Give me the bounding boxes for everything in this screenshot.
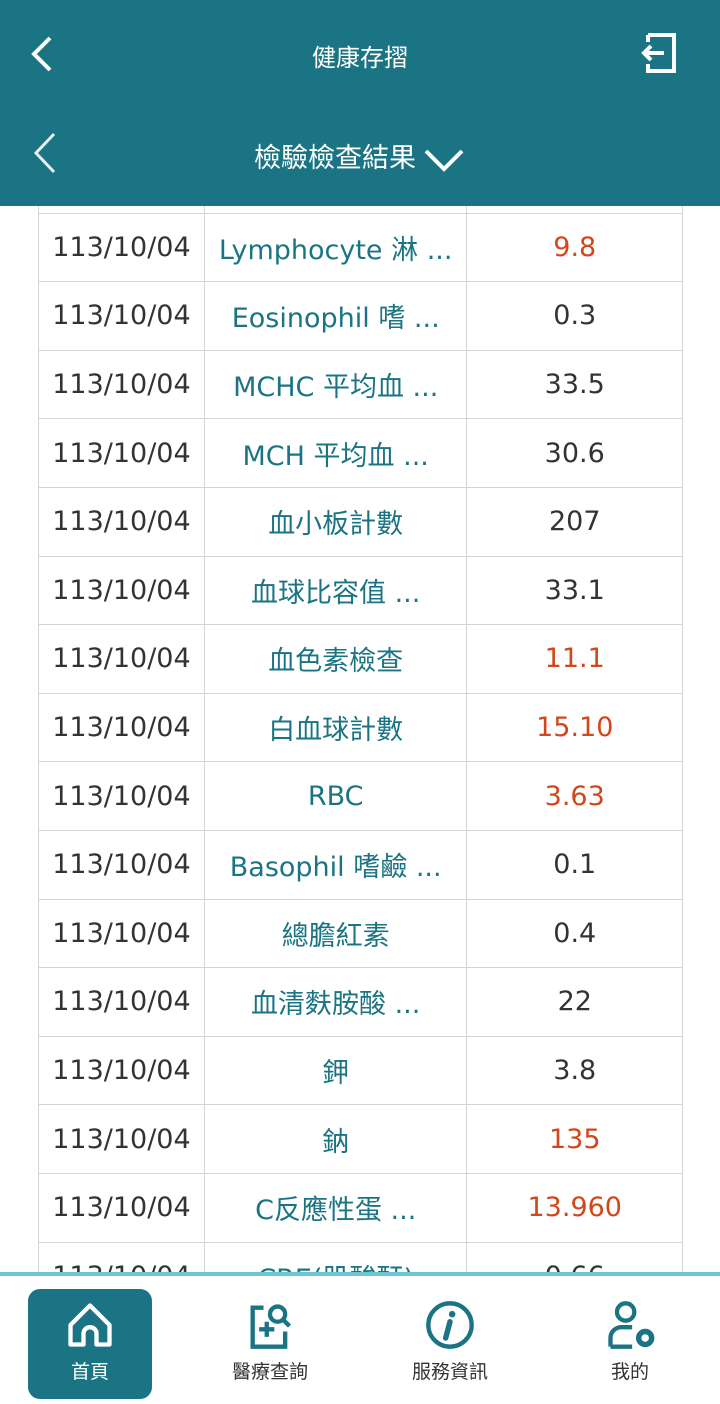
date-cell: 113/10/04 (38, 967, 205, 1037)
table-row[interactable]: 113/10/04 Basophil 嗜鹼 ... 0.1 (38, 829, 683, 900)
test-name-cell[interactable]: 總膽紅素 (203, 898, 468, 969)
date-cell: 113/10/04 (38, 349, 205, 420)
nav-item-0[interactable]: 首頁 (28, 1289, 152, 1399)
nav-item-3[interactable]: 我的 (568, 1289, 692, 1399)
date-cell: 113/10/04 (38, 1104, 205, 1174)
nav-label: 首頁 (70, 1361, 109, 1383)
table-row[interactable]: 113/10/04 Eosinophil 嗜 ... 0.3 (38, 281, 683, 351)
table-row[interactable]: 113/10/04 血色素檢查 11.1 (38, 624, 683, 694)
value-cell: 0.1 (466, 829, 683, 900)
info-icon (426, 1301, 474, 1349)
chevron-down-icon (424, 149, 464, 172)
value-cell: 3.8 (466, 1035, 683, 1106)
test-name-cell[interactable]: Lymphocyte 淋 ... (203, 212, 468, 283)
table-row[interactable]: 113/10/04CRE(肌酸酐)0.66 (38, 1241, 683, 1273)
date-cell: 113/10/04 (38, 1172, 205, 1243)
nav-label: 服務資訊 (411, 1361, 488, 1383)
table-row[interactable]: 113/10/04 MCH 平均血 ... 30.6 (38, 418, 683, 488)
date-cell: 113/10/04 (38, 829, 205, 900)
test-name-cell[interactable]: MCHC 平均血 ... (203, 349, 468, 420)
table-row[interactable]: 113/10/04 MCHC 平均血 ... 33.5 (38, 349, 683, 420)
value-cell: 0.4 (466, 898, 683, 969)
value-cell: 207 (466, 486, 683, 557)
date-cell: 113/10/04 (38, 206, 205, 214)
date-cell: 113/10/04 (38, 212, 205, 283)
test-name-cell[interactable]: Basophil 嗜鹼 ... (203, 829, 468, 900)
test-name-cell[interactable]: 白血球計數 (203, 692, 468, 763)
nav-item-2[interactable]: 服務資訊 (388, 1289, 512, 1399)
value-cell: 0.66 (466, 1241, 683, 1273)
back-button[interactable] (28, 34, 56, 78)
medical-search-icon (250, 1304, 292, 1349)
test-name-cell[interactable] (203, 206, 468, 214)
test-name-cell[interactable]: C反應性蛋 ... (203, 1172, 468, 1243)
test-name-cell[interactable]: 血清麩胺酸 ... (203, 967, 468, 1037)
table-row[interactable]: 113/10/04 (38, 206, 683, 214)
date-cell: 113/10/04 (38, 281, 205, 351)
date-cell: 113/10/04 (38, 692, 205, 763)
table-row[interactable]: 113/10/04 Lymphocyte 淋 ... 9.8 (38, 212, 683, 283)
value-cell: 11.1 (466, 624, 683, 694)
logout-button[interactable] (638, 32, 678, 78)
table-row[interactable]: 113/10/04 RBC 3.63 (38, 761, 683, 831)
table-row[interactable]: 113/10/04 鈉 135 (38, 1104, 683, 1174)
home-icon (68, 1303, 112, 1347)
test-name-cell[interactable]: MCH 平均血 ... (203, 418, 468, 488)
chevron-left-icon (31, 36, 52, 72)
date-cell: 113/10/04 (38, 898, 205, 969)
page-title: 健康存摺 (312, 44, 408, 72)
test-name-cell[interactable]: CRE(肌酸酐) (203, 1241, 468, 1273)
logout-icon (641, 33, 676, 73)
value-cell: 3.63 (466, 761, 683, 831)
value-cell: 15.10 (466, 692, 683, 763)
test-name-cell[interactable]: 鉀 (203, 1035, 468, 1106)
value-cell: 9.8 (466, 212, 683, 283)
table-row[interactable]: 113/10/04 鉀 3.8 (38, 1035, 683, 1106)
date-cell: 113/10/04 (38, 555, 205, 626)
nav-item-1[interactable]: 醫療查詢 (208, 1289, 332, 1399)
user-settings-icon (608, 1301, 655, 1349)
table-row[interactable]: 113/10/04 白血球計數 15.10 (38, 692, 683, 763)
date-cell: 113/10/04 (38, 486, 205, 557)
value-cell: 33.1 (466, 555, 683, 626)
table-row[interactable]: 113/10/04 血小板計數 207 (38, 486, 683, 557)
app-header: 健康存摺 檢驗檢查結果 (0, 0, 720, 206)
table-row[interactable]: 113/10/04 血清麩胺酸 ... 22 (38, 967, 683, 1037)
test-name-cell[interactable]: 血球比容值 ... (203, 555, 468, 626)
previous-section-button[interactable] (30, 130, 60, 180)
section-dropdown[interactable]: 檢驗檢查結果 (0, 136, 720, 175)
test-name-cell[interactable]: Eosinophil 嗜 ... (203, 281, 468, 351)
date-cell: 113/10/04 (38, 761, 205, 831)
nav-label: 醫療查詢 (231, 1361, 308, 1383)
table-row[interactable]: 113/10/04 血球比容值 ... 33.1 (38, 555, 683, 626)
test-name-cell[interactable]: 血小板計數 (203, 486, 468, 557)
chevron-left-icon (33, 132, 56, 174)
table-row[interactable]: 113/10/04 C反應性蛋 ... 13.960 (38, 1172, 683, 1243)
date-cell: 113/10/04 (38, 624, 205, 694)
date-cell: 113/10/04 (38, 418, 205, 488)
table-row[interactable]: 113/10/04 總膽紅素 0.4 (38, 898, 683, 969)
nav-label: 我的 (610, 1361, 649, 1383)
bottom-nav: 首頁 醫療查詢 服務資訊 我的 (0, 1272, 720, 1404)
value-cell: 33.5 (466, 349, 683, 420)
value-cell (466, 206, 683, 214)
section-title: 檢驗檢查結果 (254, 143, 416, 174)
test-name-cell[interactable]: RBC (203, 761, 468, 831)
value-cell: 0.3 (466, 281, 683, 351)
value-cell: 22 (466, 967, 683, 1037)
date-cell: 113/10/04 (38, 1035, 205, 1106)
value-cell: 13.960 (466, 1172, 683, 1243)
test-name-cell[interactable]: 鈉 (203, 1104, 468, 1174)
test-name-cell[interactable]: 血色素檢查 (203, 624, 468, 694)
value-cell: 30.6 (466, 418, 683, 488)
date-cell: 113/10/04 (38, 1241, 205, 1273)
value-cell: 135 (466, 1104, 683, 1174)
